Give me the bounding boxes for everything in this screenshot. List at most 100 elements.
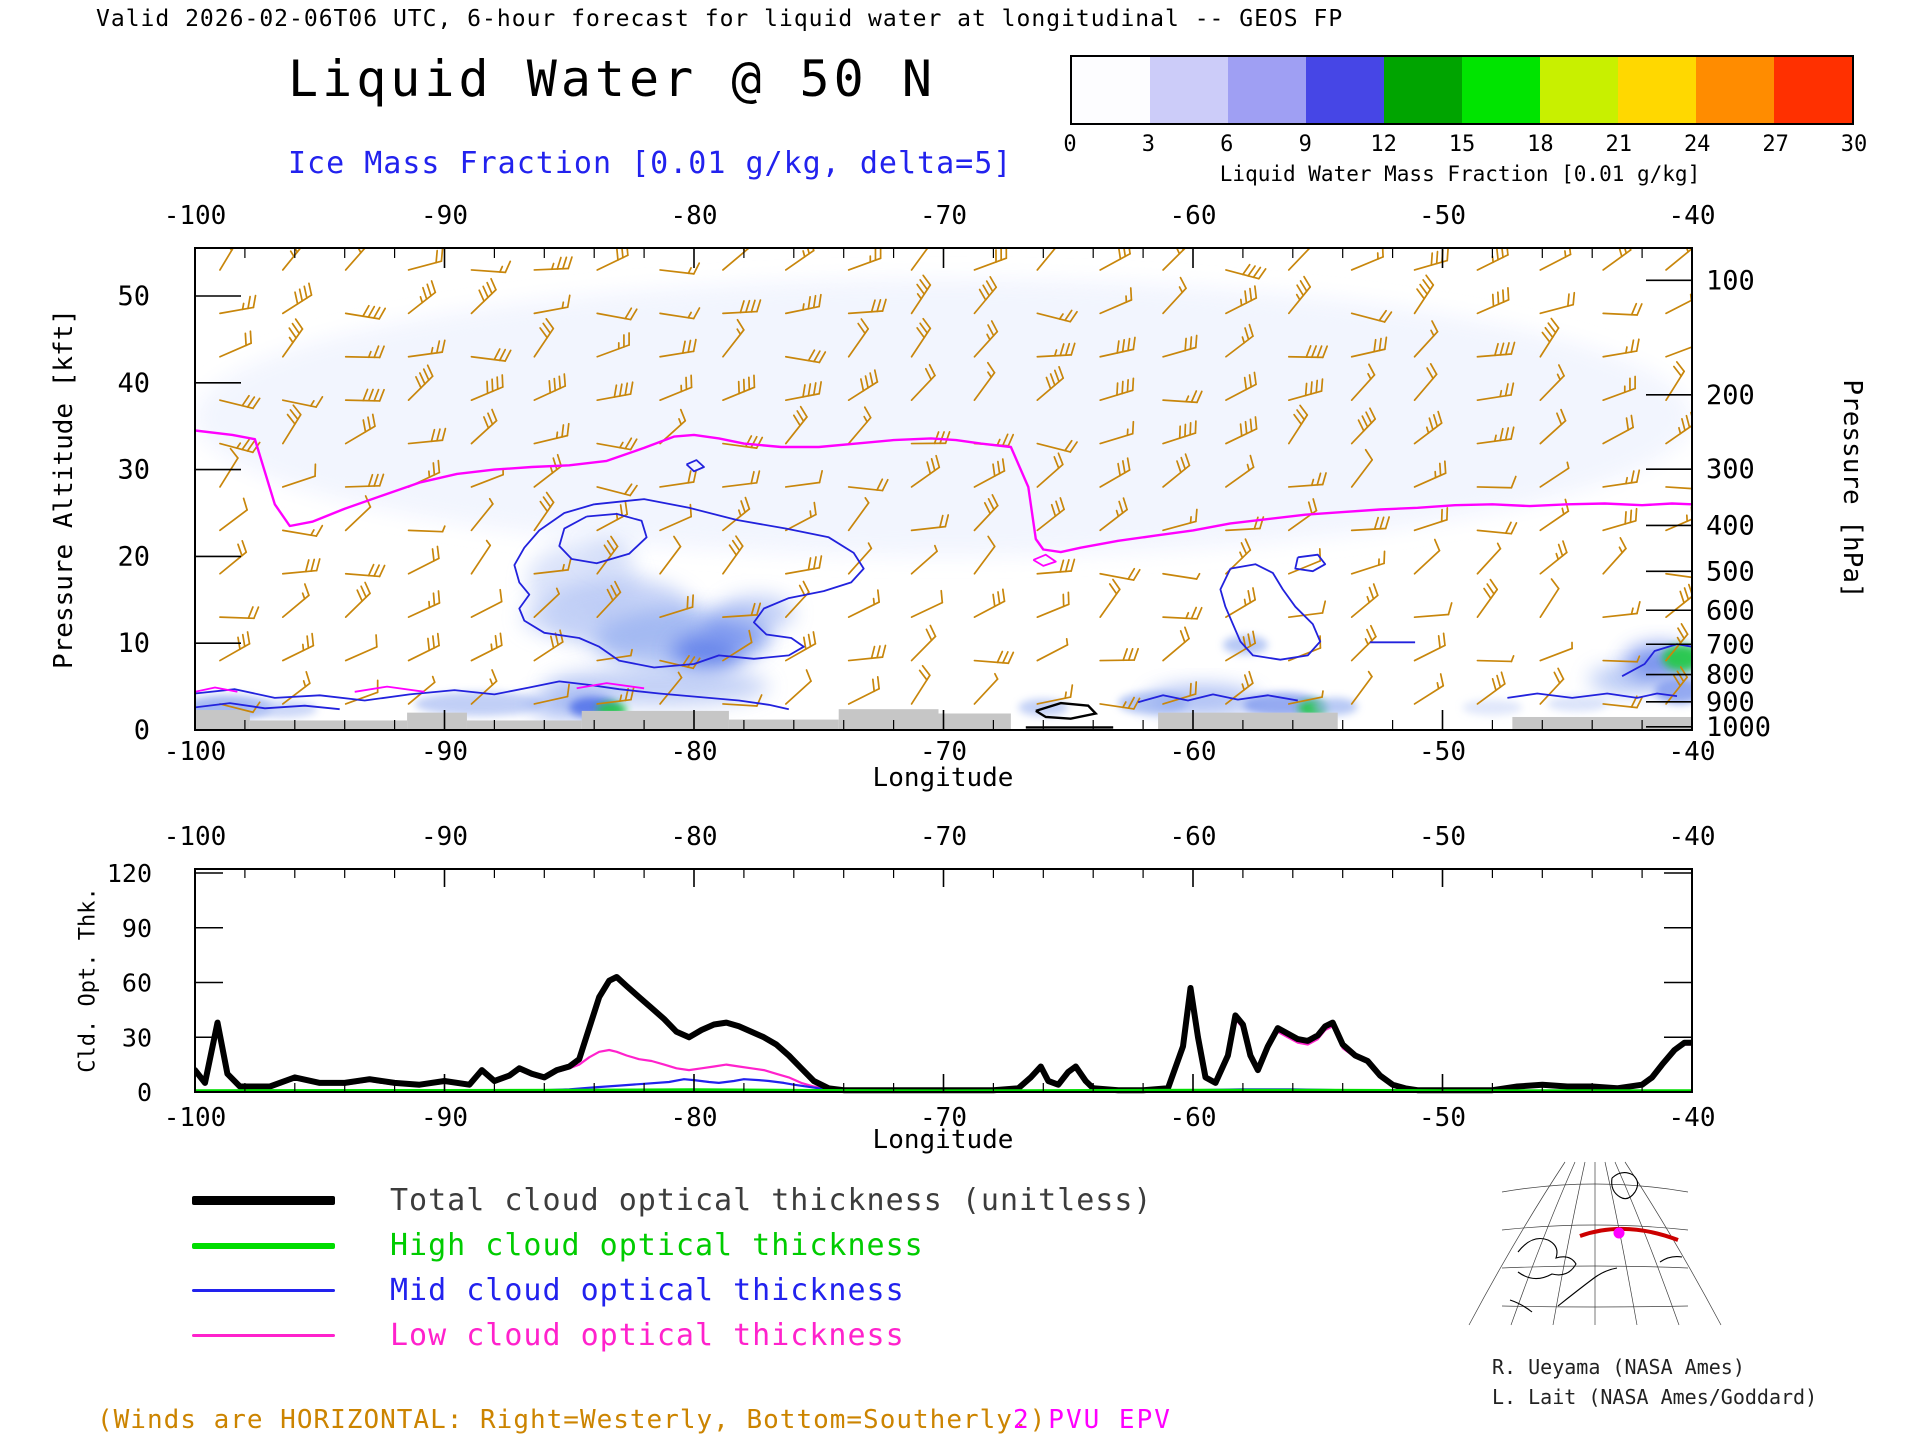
svg-text:800: 800 — [1706, 660, 1755, 691]
map-latitude-50n-line — [1579, 1226, 1679, 1242]
svg-text:30: 30 — [117, 455, 150, 486]
main-panel: -100 -100 -90 -90 -80 -80 -70 -70 -60 -60 -50 -50 -4… — [117, 201, 1771, 767]
svg-text:40: 40 — [117, 368, 150, 399]
svg-text:900: 900 — [1706, 687, 1755, 718]
svg-text:-50: -50 — [1419, 822, 1466, 852]
epv-note: 2 PVU EPV — [1013, 1405, 1172, 1435]
colorbar-tick: 30 — [1840, 132, 1868, 157]
colorbar-tick: 18 — [1527, 132, 1554, 157]
left-axis-label: Pressure Altitude [kft] — [49, 308, 79, 670]
optical-thickness-series — [195, 974, 1692, 1094]
legend-swatch — [192, 1289, 335, 1292]
colorbar-segment-4 — [1384, 57, 1462, 123]
svg-text:-80: -80 — [671, 737, 718, 767]
lower-y-axis-label: Cld. Opt. Thk. — [75, 887, 101, 1073]
subtitle: Ice Mass Fraction [0.01 g/kg, delta=5] — [288, 146, 1013, 181]
colorbar-tick: 24 — [1683, 132, 1711, 157]
lower-x-axis-label: Longitude — [872, 1125, 1014, 1155]
colorbar — [1070, 55, 1854, 125]
svg-text:-40: -40 — [1669, 822, 1716, 852]
svg-text:-40: -40 — [1669, 737, 1716, 767]
header-line: Valid 2026-02-06T06 UTC, 6-hour forecast… — [96, 6, 1344, 32]
svg-text:-80: -80 — [671, 822, 718, 852]
map-graticule — [1468, 1161, 1722, 1326]
surface-contours — [1025, 701, 1114, 729]
colorbar-segment-0 — [1072, 57, 1150, 123]
svg-text:-100: -100 — [164, 201, 227, 231]
svg-text:400: 400 — [1706, 510, 1755, 541]
optical-thickness-panel: -100 -100 -90 -90 -80 -80 -70 -70 -60 -60 -50 -50 -4… — [107, 822, 1716, 1133]
legend-swatch — [192, 1242, 335, 1249]
svg-text:500: 500 — [1706, 556, 1755, 587]
svg-text:-90: -90 — [421, 1103, 468, 1133]
colorbar-label: Liquid Water Mass Fraction [0.01 g/kg] — [1219, 162, 1701, 186]
map-coastlines — [1509, 1172, 1683, 1313]
svg-text:-60: -60 — [1170, 201, 1217, 231]
colorbar-tick: 15 — [1448, 132, 1476, 157]
series-high — [195, 1088, 1692, 1093]
svg-text:-80: -80 — [671, 1103, 718, 1133]
svg-text:-80: -80 — [671, 201, 718, 231]
legend-item-1: High cloud optical thickness — [192, 1223, 1152, 1268]
svg-text:100: 100 — [1706, 265, 1755, 296]
colorbar-tick: 6 — [1220, 132, 1234, 157]
svg-text:-90: -90 — [421, 737, 468, 767]
svg-text:-100: -100 — [164, 1103, 227, 1133]
series-total — [195, 974, 1692, 1094]
svg-text:-90: -90 — [421, 822, 468, 852]
svg-text:-50: -50 — [1419, 737, 1466, 767]
svg-text:-40: -40 — [1669, 201, 1716, 231]
legend-label: High cloud optical thickness — [390, 1228, 924, 1263]
svg-text:30: 30 — [122, 1023, 152, 1052]
svg-text:-60: -60 — [1170, 737, 1217, 767]
svg-text:20: 20 — [117, 541, 150, 572]
legend-label: Low cloud optical thickness — [390, 1318, 905, 1353]
svg-text:-70: -70 — [920, 201, 967, 231]
colorbar-segment-5 — [1462, 57, 1540, 123]
legend-label: Total cloud optical thickness (unitless) — [390, 1183, 1153, 1218]
legend: Total cloud optical thickness (unitless)… — [192, 1178, 1152, 1358]
legend-label: Mid cloud optical thickness — [390, 1273, 905, 1308]
svg-text:10: 10 — [117, 628, 150, 659]
svg-text:-90: -90 — [421, 201, 468, 231]
colorbar-segment-2 — [1228, 57, 1306, 123]
svg-text:-100: -100 — [164, 822, 227, 852]
svg-text:300: 300 — [1706, 454, 1755, 485]
credits: R. Ueyama (NASA Ames) L. Lait (NASA Ames… — [1492, 1352, 1817, 1412]
colorbar-segment-9 — [1774, 57, 1852, 123]
svg-text:700: 700 — [1706, 629, 1755, 660]
colorbar-segment-8 — [1696, 57, 1774, 123]
lower-axes: -100 -100 -90 -90 -80 -80 -70 -70 -60 -60 -50 -50 -4… — [107, 822, 1716, 1133]
svg-text:60: 60 — [122, 969, 152, 998]
terrain — [195, 709, 1692, 730]
credit-line-1: R. Ueyama (NASA Ames) — [1492, 1355, 1745, 1379]
svg-text:120: 120 — [107, 859, 152, 888]
main-axes: -100 -100 -90 -90 -80 -80 -70 -70 -60 -60 -50 -50 -4… — [117, 201, 1771, 767]
svg-text:1000: 1000 — [1706, 712, 1771, 743]
svg-text:-40: -40 — [1669, 1103, 1716, 1133]
svg-text:0: 0 — [137, 1078, 152, 1107]
colorbar-tick: 27 — [1762, 132, 1789, 157]
legend-item-3: Low cloud optical thickness — [192, 1313, 1152, 1358]
colorbar-tick-labels: 0 3 6 9 12 15 18 21 24 27 30 — [1063, 132, 1867, 157]
svg-text:-100: -100 — [164, 737, 227, 767]
credit-line-2: L. Lait (NASA Ames/Goddard) — [1492, 1385, 1818, 1409]
colorbar-segment-6 — [1540, 57, 1618, 123]
svg-text:-60: -60 — [1170, 1103, 1217, 1133]
right-axis-label: Pressure [hPa] — [1837, 379, 1867, 599]
map-location-dot — [1613, 1227, 1625, 1239]
legend-swatch — [192, 1196, 335, 1205]
svg-text:-70: -70 — [920, 737, 967, 767]
colorbar-tick: 0 — [1063, 132, 1077, 157]
colorbar-tick: 3 — [1141, 132, 1156, 157]
svg-text:600: 600 — [1706, 595, 1755, 626]
svg-text:0: 0 — [134, 715, 150, 746]
svg-text:-50: -50 — [1419, 201, 1466, 231]
svg-text:-60: -60 — [1170, 822, 1217, 852]
legend-swatch — [192, 1334, 335, 1337]
main-x-axis-label: Longitude — [872, 763, 1014, 793]
map-inset — [1468, 1161, 1722, 1326]
colorbar-segment-7 — [1618, 57, 1696, 123]
svg-text:-50: -50 — [1419, 1103, 1466, 1133]
